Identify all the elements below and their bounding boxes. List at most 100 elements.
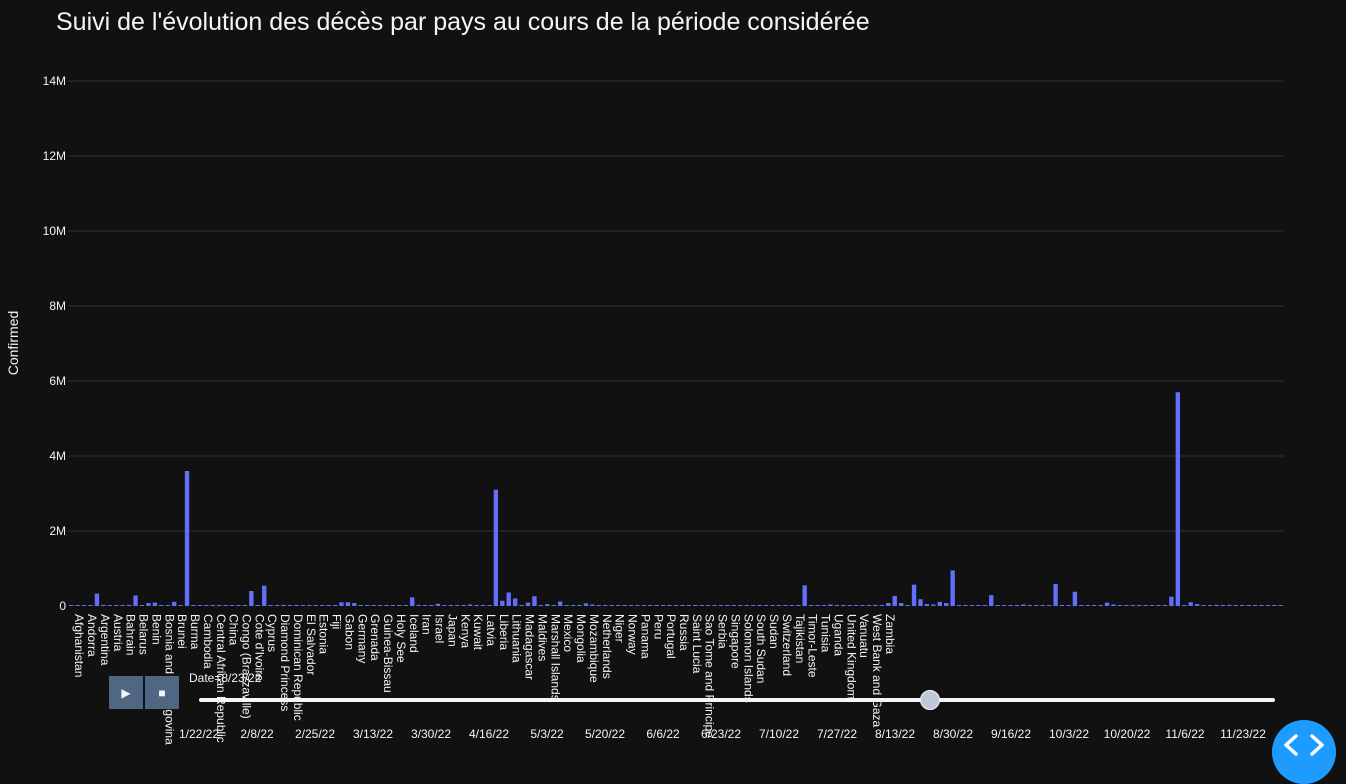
bar[interactable]	[1265, 605, 1271, 606]
bar[interactable]	[654, 605, 659, 606]
bar[interactable]	[525, 602, 531, 607]
bar[interactable]	[133, 595, 138, 607]
bar[interactable]	[1124, 605, 1129, 606]
bar[interactable]	[1072, 591, 1078, 606]
bar[interactable]	[545, 604, 550, 607]
bar[interactable]	[455, 605, 460, 606]
bar[interactable]	[1085, 605, 1090, 606]
bar[interactable]	[178, 605, 183, 606]
bar[interactable]	[847, 605, 852, 606]
bar[interactable]	[480, 605, 486, 606]
bar[interactable]	[506, 592, 511, 607]
bar[interactable]	[1001, 605, 1007, 606]
bar[interactable]	[1021, 604, 1026, 607]
bar[interactable]	[422, 605, 428, 606]
bar[interactable]	[1246, 605, 1251, 606]
bar[interactable]	[776, 605, 782, 606]
bar[interactable]	[1053, 583, 1058, 607]
bar[interactable]	[731, 605, 737, 606]
bar[interactable]	[1207, 605, 1213, 606]
bar[interactable]	[783, 605, 788, 606]
bar[interactable]	[1143, 605, 1148, 606]
bar[interactable]	[1220, 605, 1226, 606]
bar[interactable]	[1162, 605, 1168, 606]
bar[interactable]	[223, 605, 228, 606]
bar[interactable]	[1156, 605, 1161, 606]
bar[interactable]	[512, 598, 518, 607]
bar[interactable]	[841, 605, 846, 606]
bar[interactable]	[126, 604, 132, 607]
bar[interactable]	[1059, 605, 1065, 606]
bar[interactable]	[802, 585, 807, 607]
bar[interactable]	[281, 604, 286, 607]
bar[interactable]	[789, 605, 794, 606]
bar[interactable]	[107, 605, 113, 606]
bar[interactable]	[262, 585, 267, 606]
bar[interactable]	[1014, 605, 1020, 606]
bar[interactable]	[1239, 605, 1245, 606]
bar[interactable]	[1182, 605, 1187, 606]
play-button[interactable]: ▶	[109, 676, 143, 709]
bar[interactable]	[603, 605, 608, 606]
bar[interactable]	[931, 604, 936, 607]
bar[interactable]	[982, 605, 988, 606]
bar[interactable]	[873, 604, 878, 607]
bar[interactable]	[853, 605, 859, 606]
bar[interactable]	[976, 605, 981, 606]
bar[interactable]	[1104, 602, 1110, 607]
bar[interactable]	[590, 604, 595, 607]
bar[interactable]	[120, 605, 125, 606]
bar[interactable]	[69, 605, 74, 606]
bar[interactable]	[660, 605, 666, 606]
bar[interactable]	[564, 605, 569, 606]
bar[interactable]	[950, 570, 955, 607]
bar[interactable]	[1259, 605, 1264, 606]
bar[interactable]	[390, 605, 396, 606]
bar[interactable]	[1130, 605, 1135, 606]
bar[interactable]	[410, 597, 415, 607]
bar[interactable]	[648, 605, 653, 606]
bar[interactable]	[583, 603, 589, 607]
bar[interactable]	[1233, 605, 1238, 606]
bar[interactable]	[705, 605, 711, 606]
bar[interactable]	[371, 605, 376, 606]
bar[interactable]	[435, 603, 441, 606]
bar[interactable]	[94, 593, 100, 607]
bar[interactable]	[171, 601, 177, 607]
bar[interactable]	[249, 591, 254, 606]
bar[interactable]	[217, 605, 222, 606]
bar[interactable]	[1066, 605, 1071, 606]
bar[interactable]	[532, 596, 537, 606]
bar[interactable]	[712, 605, 717, 606]
bar[interactable]	[384, 605, 389, 606]
bar[interactable]	[596, 605, 601, 606]
bar[interactable]	[114, 605, 119, 606]
bar[interactable]	[1175, 392, 1181, 606]
bar[interactable]	[474, 605, 479, 606]
bar[interactable]	[834, 605, 840, 606]
bar[interactable]	[886, 603, 891, 606]
bar[interactable]	[828, 604, 833, 607]
bar[interactable]	[918, 599, 923, 606]
bar[interactable]	[326, 605, 331, 606]
bar[interactable]	[1034, 605, 1039, 606]
bar[interactable]	[139, 605, 145, 606]
bar[interactable]	[294, 605, 299, 606]
bar[interactable]	[905, 605, 910, 606]
bar[interactable]	[860, 605, 865, 606]
bar[interactable]	[1046, 605, 1052, 606]
bar[interactable]	[146, 603, 151, 606]
bar[interactable]	[1201, 605, 1206, 606]
bar[interactable]	[204, 605, 209, 606]
bar[interactable]	[493, 489, 499, 606]
bar[interactable]	[364, 605, 370, 606]
bar[interactable]	[956, 605, 962, 606]
bar[interactable]	[165, 605, 170, 606]
bar[interactable]	[461, 605, 466, 606]
bar[interactable]	[1149, 605, 1155, 606]
bar[interactable]	[191, 605, 196, 606]
bar[interactable]	[377, 605, 383, 606]
bar[interactable]	[944, 603, 949, 606]
bar[interactable]	[1137, 605, 1142, 606]
bar[interactable]	[416, 604, 421, 607]
